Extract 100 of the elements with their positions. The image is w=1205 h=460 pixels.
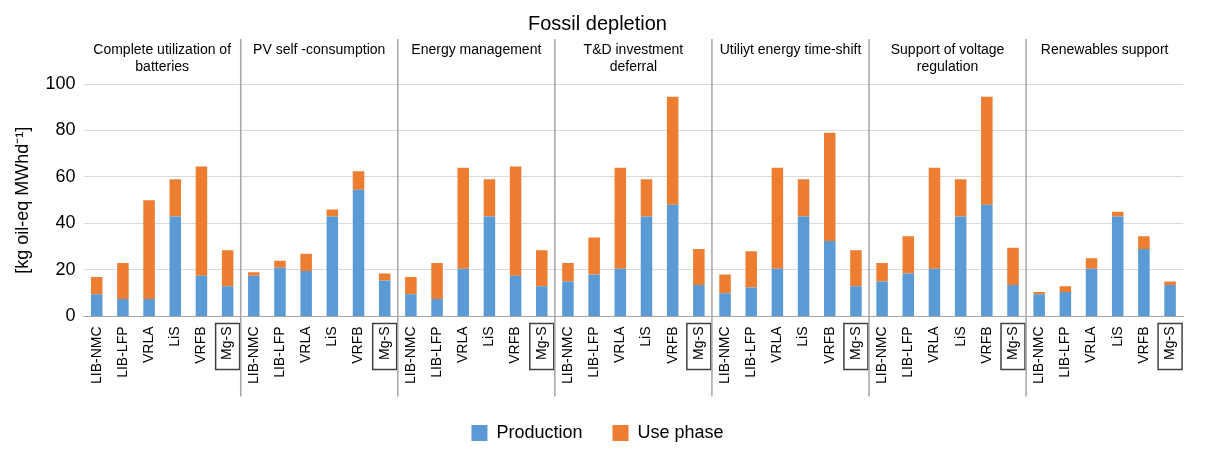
x-tick-label: VRLA	[768, 325, 785, 364]
x-tick-label: LIB-LFP	[742, 326, 759, 378]
x-tick-label: Mg-S	[846, 326, 863, 360]
bar	[431, 262, 443, 300]
bar	[928, 268, 941, 316]
bar	[850, 286, 862, 316]
y-axis-title: [kg oil-eq MWhd⁻¹]	[11, 126, 32, 274]
text: T&D investment deferral	[583, 41, 684, 74]
bar	[274, 260, 286, 268]
x-tick-label: LiS	[951, 326, 968, 347]
x-tick-label: VRFB	[192, 326, 209, 364]
bar	[1138, 249, 1150, 316]
text: Renewables support	[1040, 41, 1169, 57]
bar	[876, 281, 888, 316]
bar	[1059, 292, 1072, 316]
x-tick-label: VRFB	[820, 326, 837, 364]
bar	[90, 294, 103, 316]
x-tick-label: LIB-LFP	[113, 326, 130, 378]
bar	[405, 276, 417, 295]
bar	[719, 293, 731, 316]
legend-label: Use phase	[637, 421, 724, 442]
bar	[195, 275, 208, 316]
x-tick-label: Mg-S	[375, 326, 392, 360]
y-tick-label: 40	[55, 212, 76, 233]
bar	[300, 253, 312, 272]
bar	[117, 262, 129, 300]
bar	[1007, 285, 1019, 316]
bar	[274, 267, 286, 316]
bar	[509, 166, 522, 276]
text: Support of voltage regulation	[890, 41, 1005, 74]
bar	[588, 274, 600, 316]
bar	[117, 299, 129, 316]
chart-title: Fossil depletion	[528, 11, 667, 34]
x-tick-label: Mg-S	[532, 326, 549, 360]
x-tick-label: LIB-NMC	[401, 326, 418, 384]
bar	[248, 275, 260, 316]
bar	[1138, 236, 1150, 250]
bar	[483, 179, 496, 217]
bar	[248, 272, 260, 276]
bar	[562, 262, 574, 282]
bar	[902, 236, 915, 274]
x-tick-label: LIB-LFP	[427, 326, 444, 378]
x-tick-label: VRLA	[139, 325, 156, 364]
bar	[928, 167, 941, 269]
y-tick-label: 20	[55, 258, 76, 279]
bar	[405, 294, 417, 316]
x-tick-label: LiS	[637, 326, 654, 347]
bar	[1164, 281, 1176, 286]
bar	[902, 273, 915, 316]
x-tick-label: VRLA	[1082, 325, 1099, 364]
bar	[771, 167, 784, 269]
text: Complete utilization of batteries	[93, 41, 232, 74]
legend-label: Production	[496, 421, 583, 442]
text: PV self -consumption	[253, 41, 386, 57]
bar	[509, 275, 522, 316]
x-tick-label: VRLA	[611, 325, 628, 364]
bar	[378, 273, 391, 281]
x-tick-label: VRFB	[506, 326, 523, 364]
bar	[221, 250, 234, 287]
bar	[640, 216, 653, 316]
x-tick-label: LIB-NMC	[715, 326, 732, 384]
bar	[169, 179, 182, 217]
bar	[693, 249, 705, 286]
bar	[143, 200, 155, 300]
x-tick-label: Mg-S	[1003, 326, 1020, 360]
x-tick-label: VRLA	[925, 325, 942, 364]
text: Energy management	[411, 41, 542, 57]
bar	[823, 132, 836, 241]
bar	[483, 216, 496, 316]
x-tick-label: VRFB	[1134, 326, 1151, 364]
bar	[797, 179, 810, 217]
bar	[326, 216, 339, 316]
bar	[536, 286, 548, 316]
bar	[719, 274, 731, 294]
bar	[981, 96, 993, 205]
bar	[457, 268, 469, 316]
x-tick-label: LIB-NMC	[872, 326, 889, 384]
x-tick-label: VRFB	[977, 326, 994, 364]
bar	[562, 281, 574, 316]
bar	[797, 216, 810, 316]
bar	[90, 276, 103, 295]
bar	[614, 167, 627, 269]
bar	[745, 287, 757, 316]
x-tick-label: LIB-NMC	[558, 326, 575, 384]
bar	[352, 189, 365, 316]
x-tick-label: LiS	[323, 326, 340, 347]
bar	[1085, 258, 1098, 269]
y-tick-label: 60	[55, 165, 76, 186]
x-tick-label: LiS	[794, 326, 811, 347]
bar	[745, 251, 757, 288]
bar	[588, 237, 600, 275]
bar	[850, 250, 862, 287]
bar	[169, 216, 182, 316]
bar	[221, 286, 234, 316]
bar	[352, 171, 365, 190]
bar	[1033, 294, 1045, 316]
x-tick-label: Mg-S	[689, 326, 706, 360]
bar	[614, 268, 627, 316]
bar	[1007, 247, 1019, 286]
bar	[1059, 286, 1072, 293]
